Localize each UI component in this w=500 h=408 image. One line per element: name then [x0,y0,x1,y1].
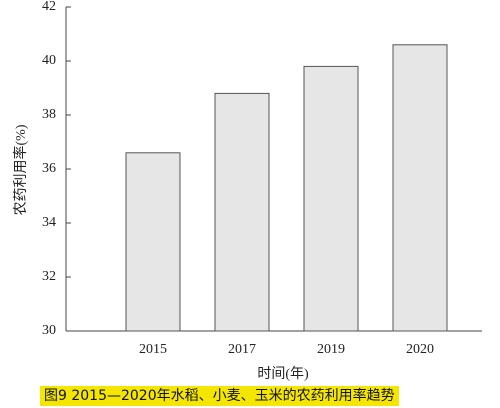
y-tick-label: 42 [42,0,56,14]
y-tick-label: 40 [42,53,56,68]
y-tick-label: 34 [42,215,56,230]
x-axis-label: 时间(年) [257,366,309,382]
x-tick-label: 2019 [317,342,345,357]
y-tick-label: 36 [42,161,56,176]
y-tick-label: 38 [42,107,56,122]
y-tick-label: 30 [42,323,56,338]
bar [214,92,270,332]
x-tick-label: 2015 [139,342,167,357]
bar [303,65,359,332]
x-tick-label: 2020 [406,342,434,357]
y-axis-label: 农药利用率(%) [12,124,29,215]
caption: 图9 2015—2020年水稻、小麦、玉米的农药利用率趋势 [40,386,399,406]
chart: 农药利用率(%) 时间(年) 30 32 34 36 38 40 42 2015 2017 201… [12,0,482,382]
y-tick-label: 32 [42,269,56,284]
x-tick-label: 2017 [228,342,256,357]
bar [392,44,448,332]
bar [125,152,181,332]
